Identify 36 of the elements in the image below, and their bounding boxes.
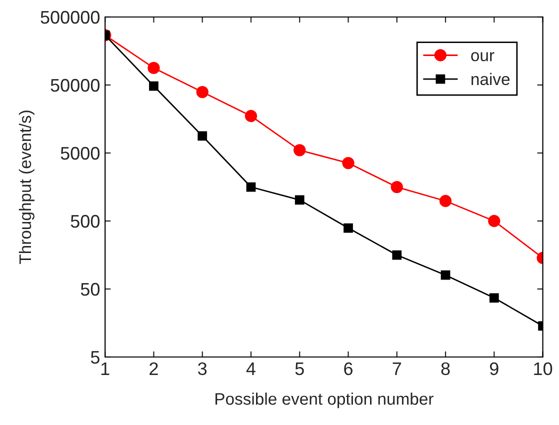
point — [489, 293, 499, 303]
point — [342, 156, 354, 170]
y-tick-label: 500 — [70, 214, 100, 228]
x-tick-label: 7 — [392, 362, 402, 375]
y-tick-label: 5 — [90, 351, 100, 364]
y-tick-label: 500000 — [40, 10, 100, 24]
y-tick-label: 50 — [80, 282, 100, 296]
y-axis-title: Throughput (event/s) — [18, 110, 34, 264]
point — [294, 144, 306, 156]
x-axis-title: Possible event option number — [216, 392, 434, 408]
point — [294, 195, 304, 205]
point — [198, 131, 208, 141]
point — [246, 182, 256, 192]
x-tick-label: 5 — [295, 362, 304, 376]
point — [439, 194, 452, 208]
x-tick-label: 10 — [534, 362, 552, 376]
legend-label: naive — [472, 72, 510, 86]
point — [440, 270, 450, 280]
point — [392, 250, 402, 260]
point — [390, 180, 403, 194]
x-tick-label: 2 — [150, 362, 158, 375]
point — [488, 214, 500, 228]
y-tick-label: 50000 — [50, 78, 100, 92]
x-tick-label: 1 — [101, 362, 110, 375]
point — [149, 81, 158, 91]
x-tick-label: 8 — [441, 362, 450, 376]
x-tick-label: 6 — [344, 362, 352, 376]
point — [196, 86, 208, 98]
x-tick-label: 3 — [198, 362, 207, 376]
legend-label: our — [471, 52, 494, 62]
x-tick-label: 9 — [490, 362, 498, 376]
point — [344, 223, 353, 233]
point — [148, 62, 160, 74]
y-tick-label: 5000 — [60, 146, 100, 160]
point — [244, 110, 258, 122]
x-tick-label: 4 — [246, 362, 256, 375]
